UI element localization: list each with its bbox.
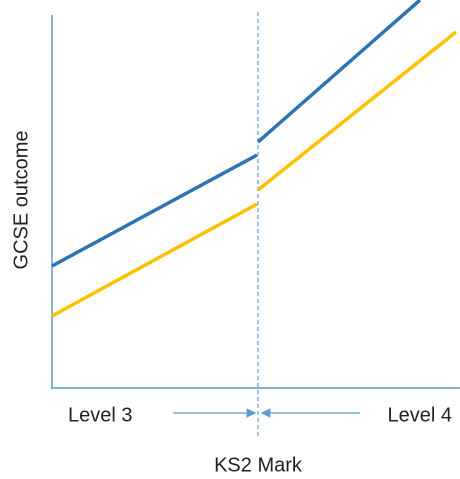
upper-line-right xyxy=(256,0,422,144)
x-axis-label: KS2 Mark xyxy=(214,454,303,476)
lower-line-right xyxy=(256,30,458,192)
upper-line-left xyxy=(51,153,258,268)
lower-line-left xyxy=(51,202,258,318)
region-label: Level 3 xyxy=(68,404,133,426)
y-axis-label: GCSE outcome xyxy=(10,131,32,270)
region-label: Level 4 xyxy=(388,404,453,426)
